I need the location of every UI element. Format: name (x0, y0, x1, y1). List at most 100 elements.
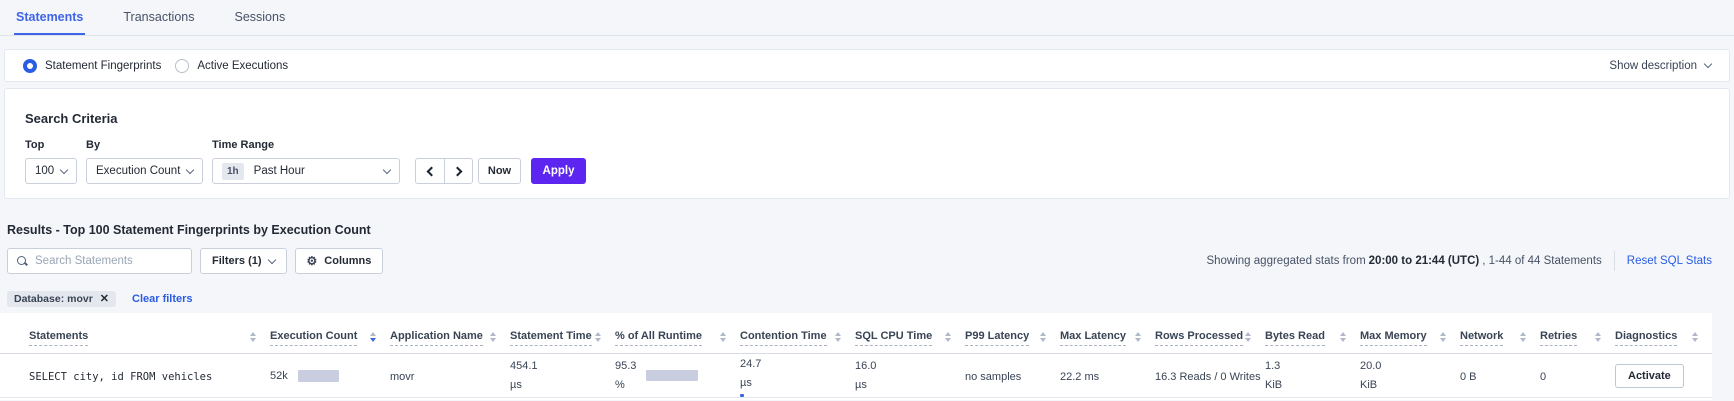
top-field: Top 100 (25, 139, 77, 184)
chevron-down-icon (185, 165, 195, 174)
radio-statement-fingerprints[interactable]: Statement Fingerprints (23, 58, 161, 73)
activate-diagnostics-button[interactable]: Activate (1615, 363, 1684, 388)
by-select[interactable]: Execution Count (86, 158, 203, 184)
search-criteria-title: Search Criteria (25, 111, 118, 126)
toolbar-divider (1613, 251, 1615, 271)
col-header-sql-cpu-time[interactable]: SQL CPU Time (855, 330, 965, 346)
cell-runtime-pct: 95.3 % (615, 357, 740, 395)
tab-sessions[interactable]: Sessions (234, 9, 286, 24)
time-nav-group (415, 158, 473, 184)
sql-cpu-time-value: 16.0 (855, 359, 877, 372)
sort-icon[interactable] (1595, 332, 1601, 346)
col-label: Max Memory (1360, 330, 1427, 346)
sort-icon[interactable] (1520, 332, 1526, 346)
sort-icon-active-desc[interactable] (370, 332, 376, 346)
search-input[interactable] (35, 255, 183, 267)
sort-icon[interactable] (595, 332, 601, 346)
sort-icon[interactable] (1245, 332, 1251, 346)
sort-icon[interactable] (720, 332, 726, 346)
chevron-down-icon (267, 255, 276, 264)
columns-button[interactable]: ⚙ Columns (294, 248, 384, 274)
chevron-down-icon (382, 165, 392, 174)
radio-selected-icon (23, 58, 37, 73)
sort-icon[interactable] (250, 332, 256, 346)
tab-statements[interactable]: Statements (14, 0, 86, 35)
apply-button[interactable]: Apply (531, 158, 586, 184)
table-header-row: Statements Execution Count Application N… (0, 313, 1712, 354)
top-select-value: 100 (35, 165, 55, 177)
filter-chip-database[interactable]: Database: movr ✕ (7, 291, 116, 307)
sort-icon[interactable] (945, 332, 951, 346)
by-field: By Execution Count (86, 139, 203, 184)
close-icon[interactable]: ✕ (99, 292, 109, 305)
statement-time-value: 454.1 (510, 359, 538, 372)
col-header-network[interactable]: Network (1460, 330, 1540, 346)
stats-suffix: , 1-44 of 44 Statements (1482, 255, 1602, 267)
time-next-button[interactable] (444, 158, 473, 184)
col-header-retries[interactable]: Retries (1540, 330, 1615, 346)
sort-icon[interactable] (835, 332, 841, 346)
contention-time-bar (740, 393, 744, 397)
tab-transactions[interactable]: Transactions (123, 9, 195, 24)
col-header-statement-time[interactable]: Statement Time (510, 330, 615, 346)
col-header-runtime-pct[interactable]: % of All Runtime (615, 330, 740, 346)
sort-icon[interactable] (1340, 332, 1346, 346)
now-button[interactable]: Now (478, 158, 521, 184)
cell-bytes-read: 1.3 KiB (1265, 357, 1360, 395)
sort-icon[interactable] (1135, 332, 1141, 346)
cell-application-name: movr (390, 367, 510, 385)
aggregated-stats-text: Showing aggregated stats from 20:00 to 21… (1206, 255, 1601, 267)
sort-icon[interactable] (1692, 332, 1698, 346)
time-range-field: Time Range 1h Past Hour (212, 139, 400, 184)
max-memory-unit: KiB (1360, 378, 1378, 391)
cell-max-memory: 20.0 KiB (1360, 357, 1460, 395)
sort-icon[interactable] (1040, 332, 1046, 346)
sort-icon[interactable] (490, 332, 496, 346)
results-toolbar: Filters (1) ⚙ Columns Showing aggregated… (7, 248, 1712, 274)
contention-time-value: 24.7 (740, 357, 762, 370)
col-header-p99-latency[interactable]: P99 Latency (965, 330, 1060, 346)
time-prev-button[interactable] (415, 158, 444, 184)
col-header-max-memory[interactable]: Max Memory (1360, 330, 1460, 346)
time-range-badge: 1h (222, 162, 244, 180)
col-header-bytes-read[interactable]: Bytes Read (1265, 330, 1360, 346)
col-header-max-latency[interactable]: Max Latency (1060, 330, 1155, 346)
time-range-select[interactable]: 1h Past Hour (212, 158, 400, 184)
radio-active-executions[interactable]: Active Executions (175, 58, 288, 73)
cell-statement: SELECT city, id FROM vehicles (0, 367, 270, 385)
by-select-value: Execution Count (96, 165, 181, 177)
cell-statement-time: 454.1 µs (510, 357, 615, 395)
col-header-statements[interactable]: Statements (0, 330, 270, 346)
cell-contention-time: 24.7 µs (740, 355, 855, 397)
cell-p99-latency: no samples (965, 367, 1060, 385)
max-latency-value: 22.2 ms (1060, 370, 1100, 383)
execution-count-value: 52k (270, 369, 288, 382)
show-description-toggle[interactable]: Show description (1609, 60, 1713, 72)
col-header-diagnostics[interactable]: Diagnostics (1615, 330, 1712, 346)
columns-button-label: Columns (324, 255, 372, 267)
chevron-right-icon (452, 166, 462, 176)
view-radio-group: Statement Fingerprints Active Executions (23, 58, 288, 73)
sort-icon[interactable] (1440, 332, 1446, 346)
gear-icon: ⚙ (306, 254, 318, 268)
col-header-contention-time[interactable]: Contention Time (740, 330, 855, 346)
cell-sql-cpu-time: 16.0 µs (855, 357, 965, 395)
statement-fingerprint-link[interactable]: SELECT city, id FROM vehicles (29, 370, 213, 383)
filters-button[interactable]: Filters (1) (200, 248, 287, 274)
top-label: Top (25, 139, 45, 151)
statements-search-box (7, 248, 192, 274)
time-range-label: Time Range (212, 139, 275, 151)
top-select[interactable]: 100 (25, 158, 77, 184)
col-header-rows-processed[interactable]: Rows Processed (1155, 330, 1265, 346)
radio-unselected-icon (175, 58, 190, 73)
col-header-application-name[interactable]: Application Name (390, 330, 510, 346)
clear-filters-link[interactable]: Clear filters (132, 293, 193, 305)
search-criteria-panel: Search Criteria Top 100 By Execution Cou… (4, 88, 1730, 199)
cell-network: 0 B (1460, 367, 1540, 385)
col-header-execution-count[interactable]: Execution Count (270, 330, 390, 346)
bytes-read-value: 1.3 (1265, 359, 1281, 372)
col-label: Max Latency (1060, 330, 1127, 346)
cell-max-latency: 22.2 ms (1060, 367, 1155, 385)
page-tabbar: Statements Transactions Sessions (0, 0, 1734, 36)
reset-sql-stats-link[interactable]: Reset SQL Stats (1626, 255, 1712, 267)
